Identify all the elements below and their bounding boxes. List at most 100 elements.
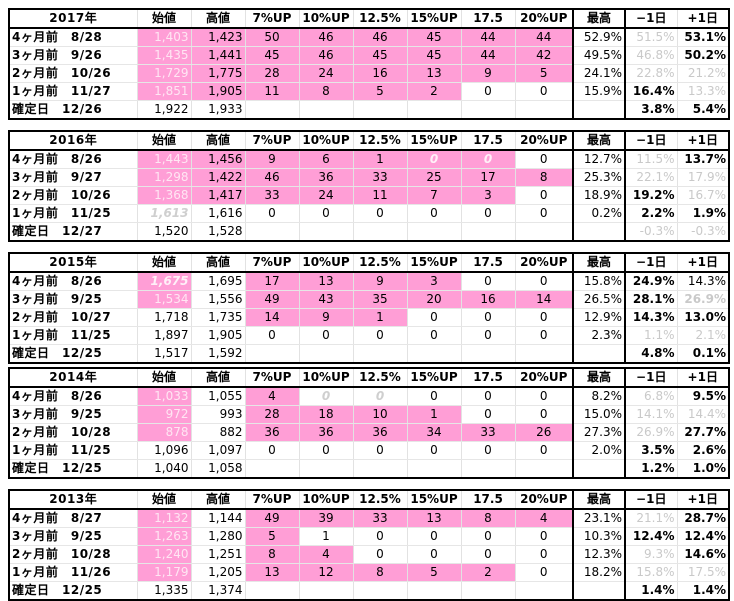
cell-high: 1,374	[190, 581, 246, 601]
final-row: 確定日 12/27 1,520 1,528 -0.3% -0.3%	[8, 222, 730, 242]
column-header: 7%UP	[244, 252, 300, 273]
column-header: 最高	[572, 367, 626, 388]
cell-c125: 8	[352, 563, 408, 582]
column-header: 高値	[190, 130, 246, 151]
column-header: 20%UP	[514, 367, 574, 388]
year-title: 2014年	[8, 367, 138, 388]
cell-m1: 14.3%	[624, 308, 678, 327]
column-header: 12.5%	[352, 367, 408, 388]
cell-c7: 50	[244, 27, 300, 47]
column-header: −1日	[624, 252, 678, 273]
data-row: 2ヶ月前 10/26 1,729 1,775 28 24 16 13 9 5 24.1% 22.8%…	[8, 64, 730, 83]
cell-p1: -0.3%	[676, 222, 730, 242]
cell-c10: 4	[298, 545, 354, 564]
cell-max: 12.7%	[572, 149, 626, 169]
empty-cell	[298, 459, 354, 479]
cell-c175: 8	[460, 508, 516, 528]
cell-c7: 4	[244, 386, 300, 406]
cell-c10: 43	[298, 290, 354, 309]
row-label: 確定日 12/27	[8, 222, 138, 242]
cell-p1: 5.4%	[676, 100, 730, 120]
column-header: −1日	[624, 8, 678, 29]
cell-open: 878	[136, 423, 192, 442]
column-header: −1日	[624, 489, 678, 510]
cell-c175: 0	[460, 82, 516, 101]
column-header: +1日	[676, 130, 730, 151]
cell-c125: 1	[352, 308, 408, 327]
data-row: 3ヶ月前 9/27 1,298 1,422 46 36 33 25 17 8 25.3% 22.1%…	[8, 168, 730, 187]
column-header: 20%UP	[514, 130, 574, 151]
cell-open: 1,335	[136, 581, 192, 601]
column-header: 最高	[572, 489, 626, 510]
cell-c15: 0	[406, 326, 462, 345]
cell-max: 23.1%	[572, 508, 626, 528]
cell-c7: 11	[244, 82, 300, 101]
cell-c10: 0	[298, 326, 354, 345]
cell-m1: 9.3%	[624, 545, 678, 564]
year-title: 2015年	[8, 252, 138, 273]
cell-c20: 0	[514, 563, 574, 582]
cell-m1: 4.8%	[624, 344, 678, 364]
column-header: 高値	[190, 489, 246, 510]
cell-c175: 3	[460, 186, 516, 205]
column-header: +1日	[676, 8, 730, 29]
cell-p1: 53.1%	[676, 27, 730, 47]
cell-p1: 13.0%	[676, 308, 730, 327]
cell-max: 8.2%	[572, 386, 626, 406]
data-row: 2ヶ月前 10/27 1,718 1,735 14 9 1 0 0 0 12.9% 14.3% 13.…	[8, 308, 730, 327]
cell-max: 27.3%	[572, 423, 626, 442]
cell-max: 12.3%	[572, 545, 626, 564]
column-header: 7%UP	[244, 8, 300, 29]
cell-c7: 36	[244, 423, 300, 442]
cell-p1: 14.3%	[676, 271, 730, 291]
column-header: 高値	[190, 367, 246, 388]
data-row: 1ヶ月前 11/26 1,179 1,205 13 12 8 5 2 0 18.2% 15.8% 17…	[8, 563, 730, 582]
cell-high: 993	[190, 405, 246, 424]
data-row: 4ヶ月前 8/27 1,132 1,144 49 39 33 13 8 4 23.1% 21.1% 2…	[8, 508, 730, 528]
cell-p1: 14.6%	[676, 545, 730, 564]
column-header: 17.5	[460, 252, 516, 273]
cell-high: 1,251	[190, 545, 246, 564]
row-label: 確定日 12/25	[8, 344, 138, 364]
column-header: 10%UP	[298, 252, 354, 273]
row-label: 1ヶ月前 11/27	[8, 82, 138, 101]
row-label: 2ヶ月前 10/28	[8, 423, 138, 442]
header-row: 2016年 始値 高値 7%UP 10%UP 12.5% 15%UP 17.5 20%UP 最高 −…	[8, 130, 730, 151]
cell-c125: 0	[352, 527, 408, 546]
empty-cell	[352, 100, 408, 120]
cell-high: 1,058	[190, 459, 246, 479]
cell-c10: 46	[298, 27, 354, 47]
column-header: 10%UP	[298, 8, 354, 29]
cell-m1: 12.4%	[624, 527, 678, 546]
row-label: 2ヶ月前 10/26	[8, 186, 138, 205]
year-block: 2015年 始値 高値 7%UP 10%UP 12.5% 15%UP 17.5 20%UP 最高 −…	[8, 252, 730, 364]
cell-c175: 16	[460, 290, 516, 309]
column-header: 始値	[136, 130, 192, 151]
cell-p1: 26.9%	[676, 290, 730, 309]
cell-open: 1,368	[136, 186, 192, 205]
column-header: 15%UP	[406, 489, 462, 510]
column-header: 12.5%	[352, 489, 408, 510]
row-label: 確定日 12/26	[8, 100, 138, 120]
data-row: 4ヶ月前 8/26 1,443 1,456 9 6 1 0 0 0 12.7% 11.5% 13.7%	[8, 149, 730, 169]
year-title: 2013年	[8, 489, 138, 510]
cell-c175: 0	[460, 308, 516, 327]
cell-high: 1,280	[190, 527, 246, 546]
column-header: 最高	[572, 8, 626, 29]
data-row: 3ヶ月前 9/26 1,435 1,441 45 46 45 45 44 42 49.5% 46.8…	[8, 46, 730, 65]
cell-c7: 5	[244, 527, 300, 546]
cell-c7: 14	[244, 308, 300, 327]
empty-cell	[406, 344, 462, 364]
cell-open: 1,534	[136, 290, 192, 309]
cell-c15: 45	[406, 27, 462, 47]
cell-c125: 0	[352, 441, 408, 460]
cell-c125: 0	[352, 545, 408, 564]
cell-max: 10.3%	[572, 527, 626, 546]
cell-open: 1,675	[136, 271, 192, 291]
cell-high: 1,905	[190, 82, 246, 101]
cell-c175: 0	[460, 386, 516, 406]
cell-open: 1,520	[136, 222, 192, 242]
cell-c15: 0	[406, 545, 462, 564]
column-header: 始値	[136, 8, 192, 29]
cell-c7: 0	[244, 326, 300, 345]
